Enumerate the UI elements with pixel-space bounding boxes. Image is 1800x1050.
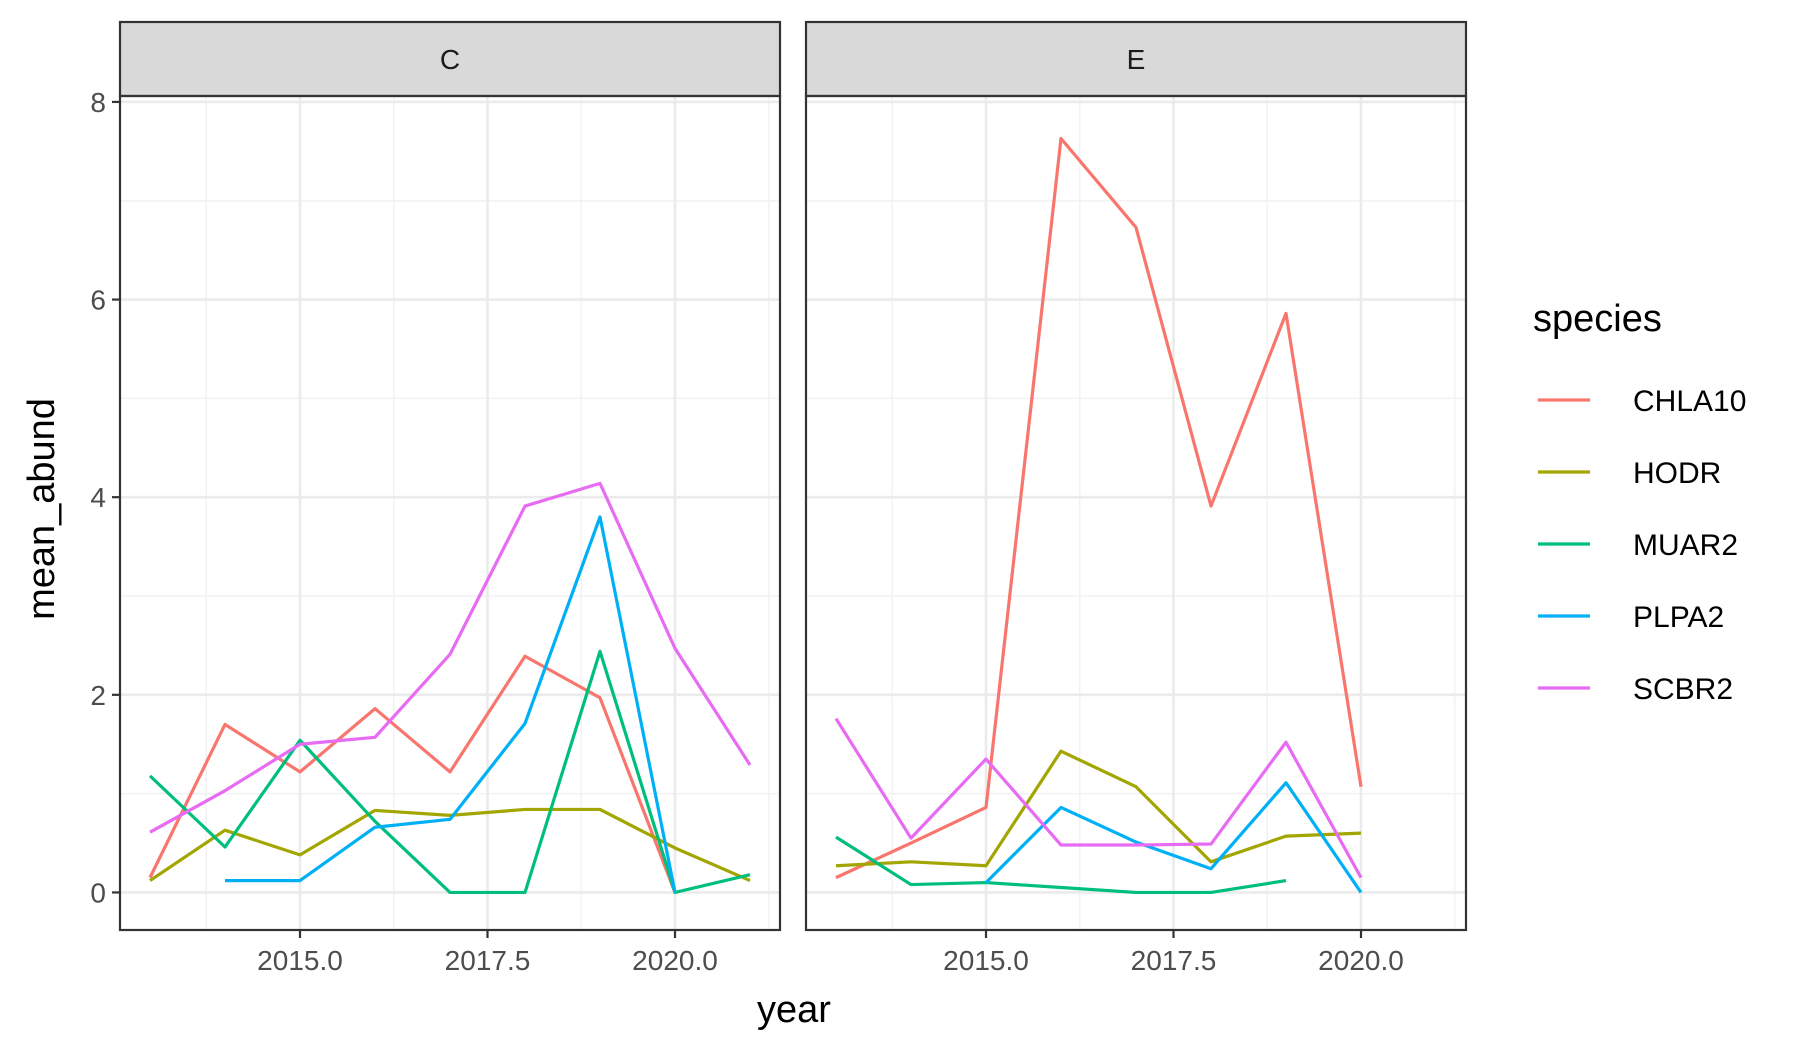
legend-label-muar2: MUAR2 <box>1633 529 1738 562</box>
panel-e-strip-label: E <box>1127 44 1146 75</box>
panel-e-series-plpa2 <box>984 781 1363 894</box>
y-axis-title: mean_abund <box>21 398 63 620</box>
panel-e-series-muar2 <box>835 835 1287 895</box>
panel-c-border <box>118 94 782 932</box>
panel-c-strip-label: C <box>440 44 460 75</box>
panel-c-x-tick-label: 2017.5 <box>445 945 531 976</box>
panel-c-x-tick-label: 2015.0 <box>257 945 343 976</box>
grid-layer <box>120 96 1466 930</box>
panel-c-strip <box>118 20 782 98</box>
legend-label-hodr: HODR <box>1633 457 1721 490</box>
panel-c-x-tick-label: 2020.0 <box>632 945 718 976</box>
panel-c-series-hodr <box>149 807 751 883</box>
panel-e-series-scbr2 <box>834 717 1363 879</box>
y-tick-label: 6 <box>90 285 106 316</box>
panel-e-strip <box>804 20 1468 98</box>
legend-label-chla10: CHLA10 <box>1633 385 1746 418</box>
panel-e-x-tick-label: 2017.5 <box>1131 945 1217 976</box>
legend-label-scbr2: SCBR2 <box>1633 673 1733 706</box>
panel-c-series-scbr2 <box>149 481 752 834</box>
panel-e-series-chla10 <box>835 136 1363 880</box>
panel-e-x-tick-label: 2020.0 <box>1318 945 1404 976</box>
legend-label-plpa2: PLPA2 <box>1633 601 1724 634</box>
y-tick-label: 0 <box>90 877 106 908</box>
panel-e-x-tick-label: 2015.0 <box>943 945 1029 976</box>
legend-items: CHLA10 HODR MUAR2 PLPA2 SCBR2 <box>1538 385 1746 706</box>
x-axis-title: year <box>757 989 831 1031</box>
axes-layer: 2015.0 2017.5 2020.0 2015.0 2017.5 2020.0 0 2 4 6… <box>90 87 1403 976</box>
panel-e-border <box>804 94 1468 932</box>
y-tick-label: 8 <box>90 87 106 118</box>
legend: species CHLA10 HODR MUAR2 PLPA2 SCBR2 <box>1533 298 1746 706</box>
y-tick-label: 2 <box>90 680 106 711</box>
panel-c-series-plpa2 <box>225 515 677 893</box>
panel-c-series-muar2 <box>148 649 751 895</box>
series-layer <box>148 136 1363 895</box>
legend-title: species <box>1533 298 1662 340</box>
y-tick-label: 4 <box>90 482 106 513</box>
panel-e-series-hodr <box>835 749 1362 868</box>
